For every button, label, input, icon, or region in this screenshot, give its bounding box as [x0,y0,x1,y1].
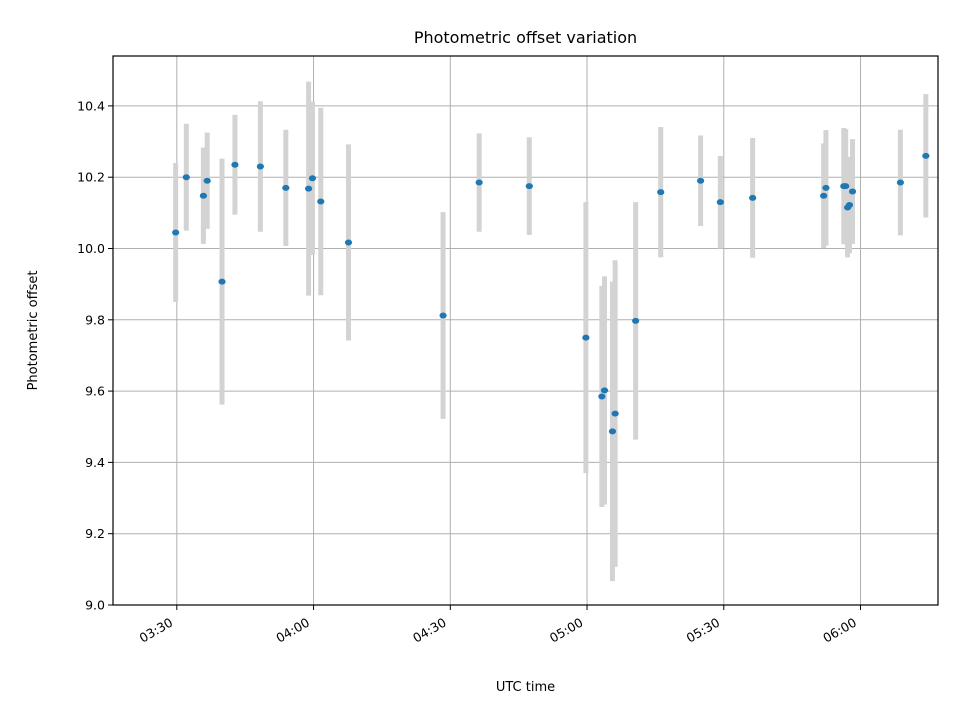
data-point [822,184,830,191]
error-bars [173,81,929,582]
data-point [657,189,665,196]
y-tick-label: 10.4 [77,98,105,113]
data-point [608,428,617,435]
data-point [598,393,606,400]
data-points [172,152,930,435]
x-axis-label: UTC time [496,680,555,695]
grid [113,56,938,606]
data-point [845,202,854,209]
data-point [749,194,757,201]
data-point [203,177,211,184]
x-tick-label: 05:30 [684,615,723,646]
y-tick-label: 10.0 [77,241,105,256]
data-point [199,192,208,199]
y-tick-label: 9.0 [85,598,105,613]
x-tick-label: 03:30 [137,615,176,646]
data-point [716,199,724,206]
data-point [475,179,483,186]
y-tick-label: 10.2 [77,170,105,185]
y-tick-label: 9.8 [85,312,105,327]
data-point [842,183,850,190]
y-axis-label: Photometric offset [26,271,41,391]
data-point [922,152,930,159]
data-point [282,184,290,191]
data-point [582,334,590,341]
data-point [218,278,226,285]
data-point [525,183,533,190]
x-tick-label: 04:00 [273,615,312,646]
data-point [256,163,264,170]
data-point [632,317,640,324]
data-point [182,174,190,181]
axis-ticks: 03:30 04:00 04:30 05:00 05:30 06:00 9.0 9.2 9.4 9… [77,98,862,646]
data-point [308,175,317,182]
x-tick-label: 06:00 [820,615,859,646]
data-point [848,188,857,195]
data-point [600,387,609,394]
data-point [231,161,239,168]
chart-title: Photometric offset variation [414,28,637,47]
data-point [697,177,705,184]
data-point [344,239,353,246]
x-tick-label: 05:00 [547,615,586,646]
y-tick-label: 9.6 [85,384,105,399]
data-point [317,198,325,205]
data-point [172,229,180,236]
data-point [305,185,313,192]
data-point [896,179,904,186]
y-tick-label: 9.2 [85,526,105,541]
data-point [820,192,828,199]
data-point [439,312,447,319]
x-tick-label: 04:30 [410,615,449,646]
data-point [611,410,619,417]
plot-area-frame [112,55,939,606]
y-tick-label: 9.4 [85,455,105,470]
